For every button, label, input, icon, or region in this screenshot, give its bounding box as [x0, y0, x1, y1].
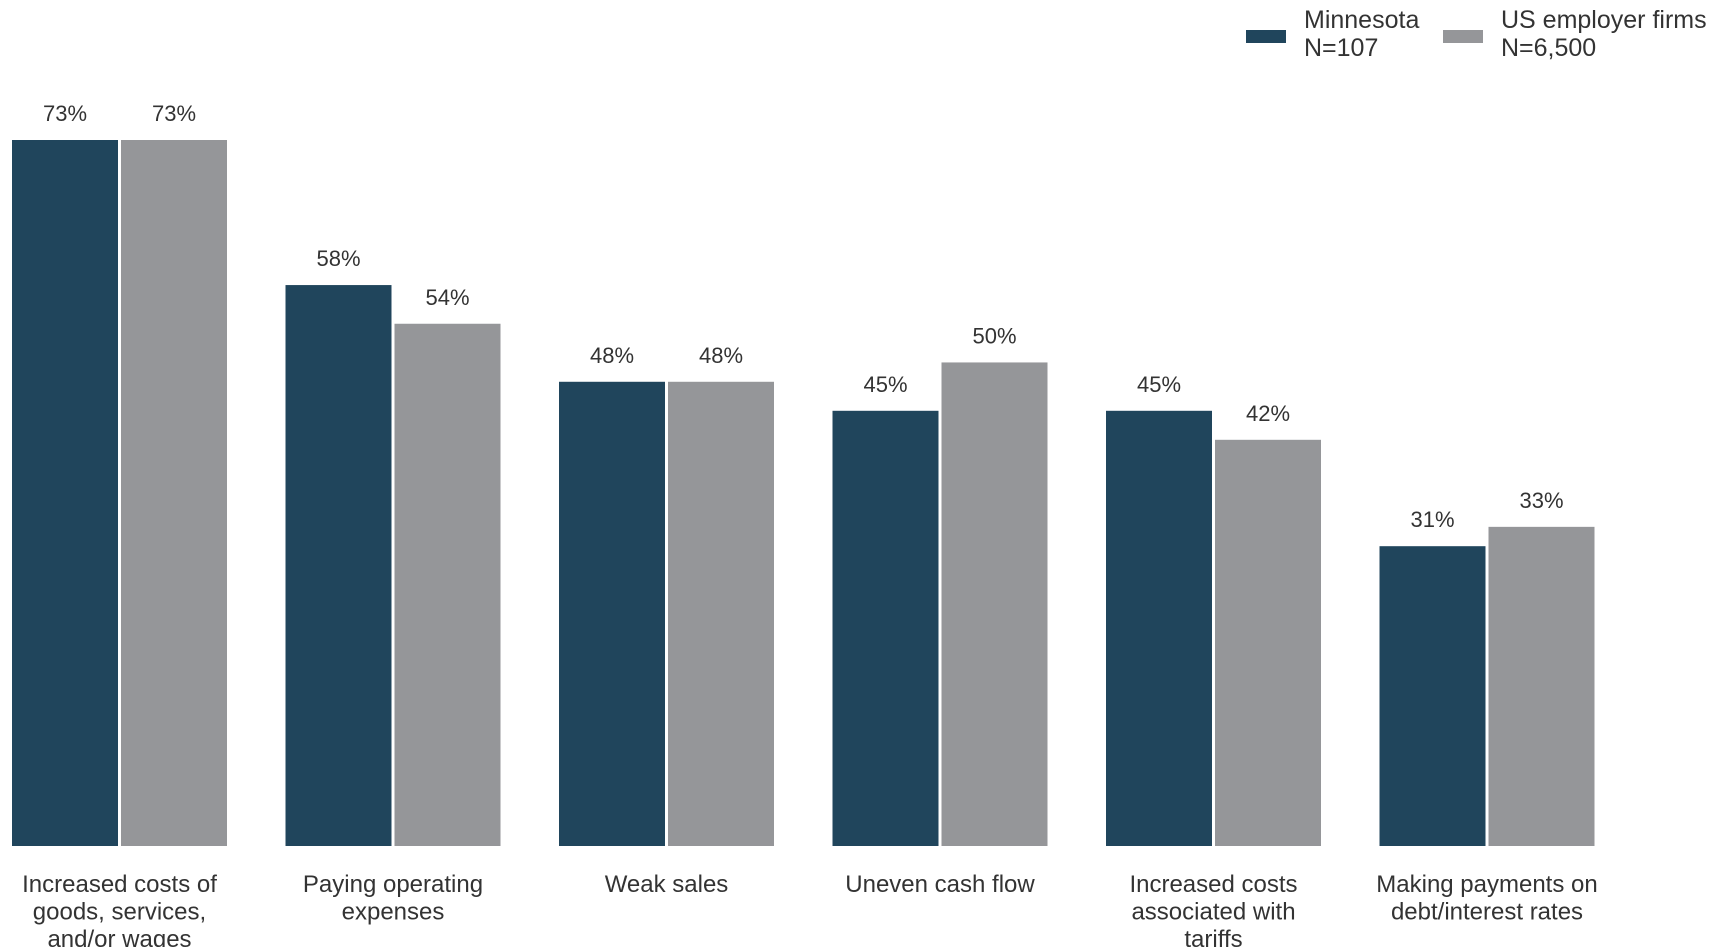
- data-label-minnesota-2: 58%: [316, 246, 360, 271]
- bar-minnesota-5: [1106, 410, 1212, 846]
- bar-us-employer-firms-1: [121, 140, 227, 846]
- category-label-line: Paying operating: [303, 871, 483, 898]
- bar-us-employer-firms-3: [668, 381, 774, 846]
- category-label-line: debt/interest rates: [1391, 899, 1583, 926]
- category-label-line: tariffs: [1184, 926, 1242, 947]
- bar-minnesota-4: [832, 410, 939, 846]
- category-label-3: Weak sales: [605, 871, 729, 898]
- data-label-us-employer-firms-3: 48%: [699, 343, 743, 368]
- data-label-us-employer-firms-5: 42%: [1246, 401, 1290, 426]
- category-label-1: Increased costs of goods, services, and/or…: [22, 871, 217, 947]
- category-label-6: Making payments on debt/interest rates: [1376, 871, 1597, 926]
- category-label-line: expenses: [342, 899, 445, 926]
- category-labels: Increased costs of goods, services, and/or…: [22, 871, 1598, 952]
- bar-us-employer-firms-4: [941, 362, 1048, 846]
- bar-us-employer-firms-5: [1215, 439, 1321, 846]
- category-label-line: goods, services,: [33, 899, 206, 926]
- legend-label-line: N=107: [1304, 34, 1378, 62]
- bars: [12, 140, 1595, 846]
- category-label-line: and/or wages: [47, 926, 191, 947]
- legend-label-us-employer-firms: US employer firms N=6,500: [1501, 6, 1707, 62]
- bar-us-employer-firms-2: [394, 323, 501, 846]
- category-label-line: Uneven cash flow: [845, 871, 1035, 898]
- data-label-minnesota-3: 48%: [590, 343, 634, 368]
- category-label-line: associated with: [1131, 899, 1295, 926]
- bar-minnesota-3: [559, 381, 665, 846]
- category-label-2: Paying operating expenses: [303, 871, 483, 926]
- data-label-us-employer-firms-4: 50%: [972, 323, 1016, 348]
- data-label-us-employer-firms-6: 33%: [1519, 488, 1563, 513]
- category-label-line: Weak sales: [605, 871, 729, 898]
- bar-minnesota-2: [285, 285, 392, 846]
- data-label-minnesota-1: 73%: [43, 101, 87, 126]
- category-label-line: Increased costs: [1129, 871, 1297, 898]
- legend-label-line: Minnesota: [1304, 6, 1419, 34]
- category-label-5: Increased costs associated with tariffs: [1129, 871, 1297, 947]
- legend-label-minnesota: Minnesota N=107: [1304, 6, 1419, 62]
- data-label-minnesota-6: 31%: [1410, 507, 1454, 532]
- legend-swatch-us-employer-firms: [1443, 30, 1483, 43]
- data-label-us-employer-firms-1: 73%: [152, 101, 196, 126]
- category-label-4: Uneven cash flow: [845, 871, 1035, 898]
- value-labels: 73% 73% 58% 54% 48% 48% 45% 50% 45% 42% 31% 33%: [43, 101, 1564, 532]
- data-label-minnesota-4: 45%: [863, 372, 907, 397]
- bar-minnesota-6: [1379, 546, 1486, 846]
- data-label-us-employer-firms-2: 54%: [425, 285, 469, 310]
- category-label-line: Increased costs of: [22, 871, 217, 898]
- legend: Minnesota N=107 US employer firms N=6,500: [1246, 6, 1707, 62]
- legend-swatch-minnesota: [1246, 30, 1286, 43]
- bar-us-employer-firms-6: [1488, 526, 1595, 846]
- bar-minnesota-1: [12, 140, 118, 846]
- legend-label-line: US employer firms: [1501, 6, 1707, 34]
- data-label-minnesota-5: 45%: [1137, 372, 1181, 397]
- legend-label-line: N=6,500: [1501, 34, 1596, 62]
- category-label-line: Making payments on: [1376, 871, 1597, 898]
